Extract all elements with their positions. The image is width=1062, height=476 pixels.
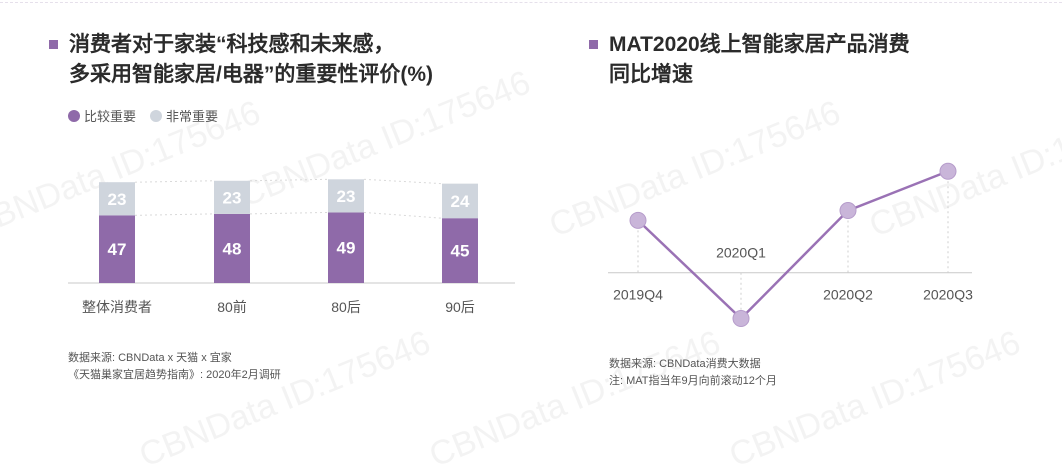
legend: 比较重要 非常重要 <box>68 106 232 125</box>
bar-feichang-3 <box>442 183 478 219</box>
data-label-feichang: 23 <box>108 190 127 209</box>
legend-label: 非常重要 <box>166 109 219 124</box>
data-point <box>839 202 857 220</box>
category-label: 90后 <box>445 299 475 315</box>
connector-mid <box>363 211 443 219</box>
data-label-bijiao: 49 <box>337 239 356 258</box>
category-label: 80前 <box>217 299 247 315</box>
right-title-line-2: 同比增速 <box>609 63 693 86</box>
data-label-bijiao: 45 <box>451 242 470 261</box>
connector-top <box>249 178 329 182</box>
category-label: 2020Q2 <box>823 287 873 303</box>
legend-swatch-bijiao <box>68 109 80 122</box>
right-source-note: 数据来源: CBNData消费大数据 注: MAT指当年9月向前滚动12个月 <box>609 356 777 390</box>
data-label-bijiao: 48 <box>223 239 242 258</box>
right-chart-title: MAT2020线上智能家居产品消费 同比增速 <box>589 30 910 90</box>
right-title-line-1: MAT2020线上智能家居产品消费 <box>609 33 910 56</box>
left-source-note: 数据来源: CBNData x 天猫 x 宜家 《天猫巢家宜居趋势指南》: 20… <box>68 350 281 384</box>
stacked-bar-chart: 47 23 整体消费者 48 23 80前 49 23 80后 45 24 90后 <box>68 178 515 315</box>
category-label: 2020Q1 <box>716 245 766 261</box>
legend-swatch-feichang <box>150 109 163 122</box>
bar-bijiao-3 <box>442 218 478 283</box>
source-line: 数据来源: CBNData消费大数据 <box>609 358 761 370</box>
data-label-feichang: 24 <box>451 192 470 211</box>
source-line: 数据来源: CBNData x 天猫 x 宜家 <box>68 352 232 364</box>
category-label: 2020Q3 <box>923 287 973 303</box>
bar-bijiao-2 <box>328 212 364 283</box>
left-title-line-1: 消费者对于家装“科技感和未来感， <box>69 33 395 56</box>
connector-mid <box>249 211 329 215</box>
title-marker <box>589 40 598 49</box>
top-divider <box>0 2 1062 3</box>
left-title-line-2: 多采用智能家居/电器”的重要性评价(%) <box>69 63 433 86</box>
legend-label: 比较重要 <box>84 109 137 124</box>
data-label-feichang: 23 <box>223 188 242 207</box>
bar-feichang-1 <box>214 180 250 214</box>
bar-bijiao-1 <box>214 213 250 283</box>
bar-feichang-0 <box>99 182 135 216</box>
connector-mid <box>134 213 215 216</box>
legend-item: 非常重要 <box>150 106 218 125</box>
source-line: 《天猫巢家宜居趋势指南》: 2020年2月调研 <box>68 369 281 381</box>
data-point <box>939 162 957 180</box>
line-chart: 2019Q4 2020Q1 2020Q2 2020Q3 <box>608 162 973 328</box>
category-label: 2019Q4 <box>613 287 663 303</box>
data-label-bijiao: 47 <box>108 240 127 259</box>
category-label: 80后 <box>331 299 361 315</box>
connector-top <box>363 178 443 185</box>
legend-item: 比较重要 <box>68 106 136 125</box>
data-point <box>732 310 750 328</box>
source-line: 注: MAT指当年9月向前滚动12个月 <box>609 375 777 387</box>
bar-feichang-2 <box>328 179 364 213</box>
left-chart-title: 消费者对于家装“科技感和未来感， 多采用智能家居/电器”的重要性评价(%) <box>49 30 433 90</box>
series-line <box>637 170 949 321</box>
data-label-feichang: 23 <box>337 187 356 206</box>
bar-bijiao-0 <box>99 215 135 283</box>
title-marker <box>49 40 58 49</box>
connector-top <box>134 180 215 183</box>
data-point <box>629 211 647 229</box>
category-label: 整体消费者 <box>82 299 152 315</box>
